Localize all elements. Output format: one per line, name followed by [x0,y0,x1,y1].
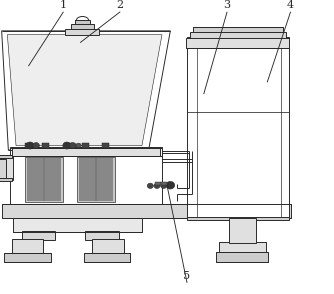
Bar [155,182,161,185]
Bar [77,157,115,202]
Bar [65,143,72,148]
Bar [10,147,162,207]
Circle shape [154,183,160,188]
Bar [186,38,289,48]
Circle shape [69,143,76,148]
Bar [187,37,289,218]
Bar [25,157,63,202]
Circle shape [166,181,175,189]
Bar [92,239,124,253]
Polygon shape [7,35,162,146]
Text: 2: 2 [117,0,124,10]
Bar [27,158,61,201]
Bar [161,182,167,185]
Bar [0,155,12,158]
Circle shape [26,142,34,149]
Text: 4: 4 [287,0,294,10]
Text: 5: 5 [183,271,191,281]
Circle shape [33,143,39,148]
Bar [12,239,43,253]
Bar [84,253,130,262]
Bar [187,217,289,220]
Bar [12,148,160,156]
Bar [216,252,268,262]
Bar [219,242,266,253]
Bar [4,253,51,262]
Bar [2,204,291,218]
Bar [75,20,90,24]
Circle shape [147,183,153,188]
Bar [22,231,55,240]
Bar [65,29,99,35]
Bar [102,143,109,148]
Bar [229,218,256,243]
Bar [42,143,49,148]
Circle shape [161,183,167,188]
Bar [0,178,12,181]
Circle shape [76,143,81,148]
Text: 1: 1 [60,0,67,10]
Polygon shape [2,31,170,150]
Bar [13,218,142,232]
Circle shape [63,142,71,149]
Bar [82,143,89,148]
Bar [193,27,283,32]
Bar [25,143,32,148]
Bar [0,156,13,180]
Bar [71,24,94,29]
Bar [190,32,286,38]
Bar [79,158,113,201]
Text: 3: 3 [223,0,231,10]
Bar [85,231,119,240]
Bar [0,159,6,178]
